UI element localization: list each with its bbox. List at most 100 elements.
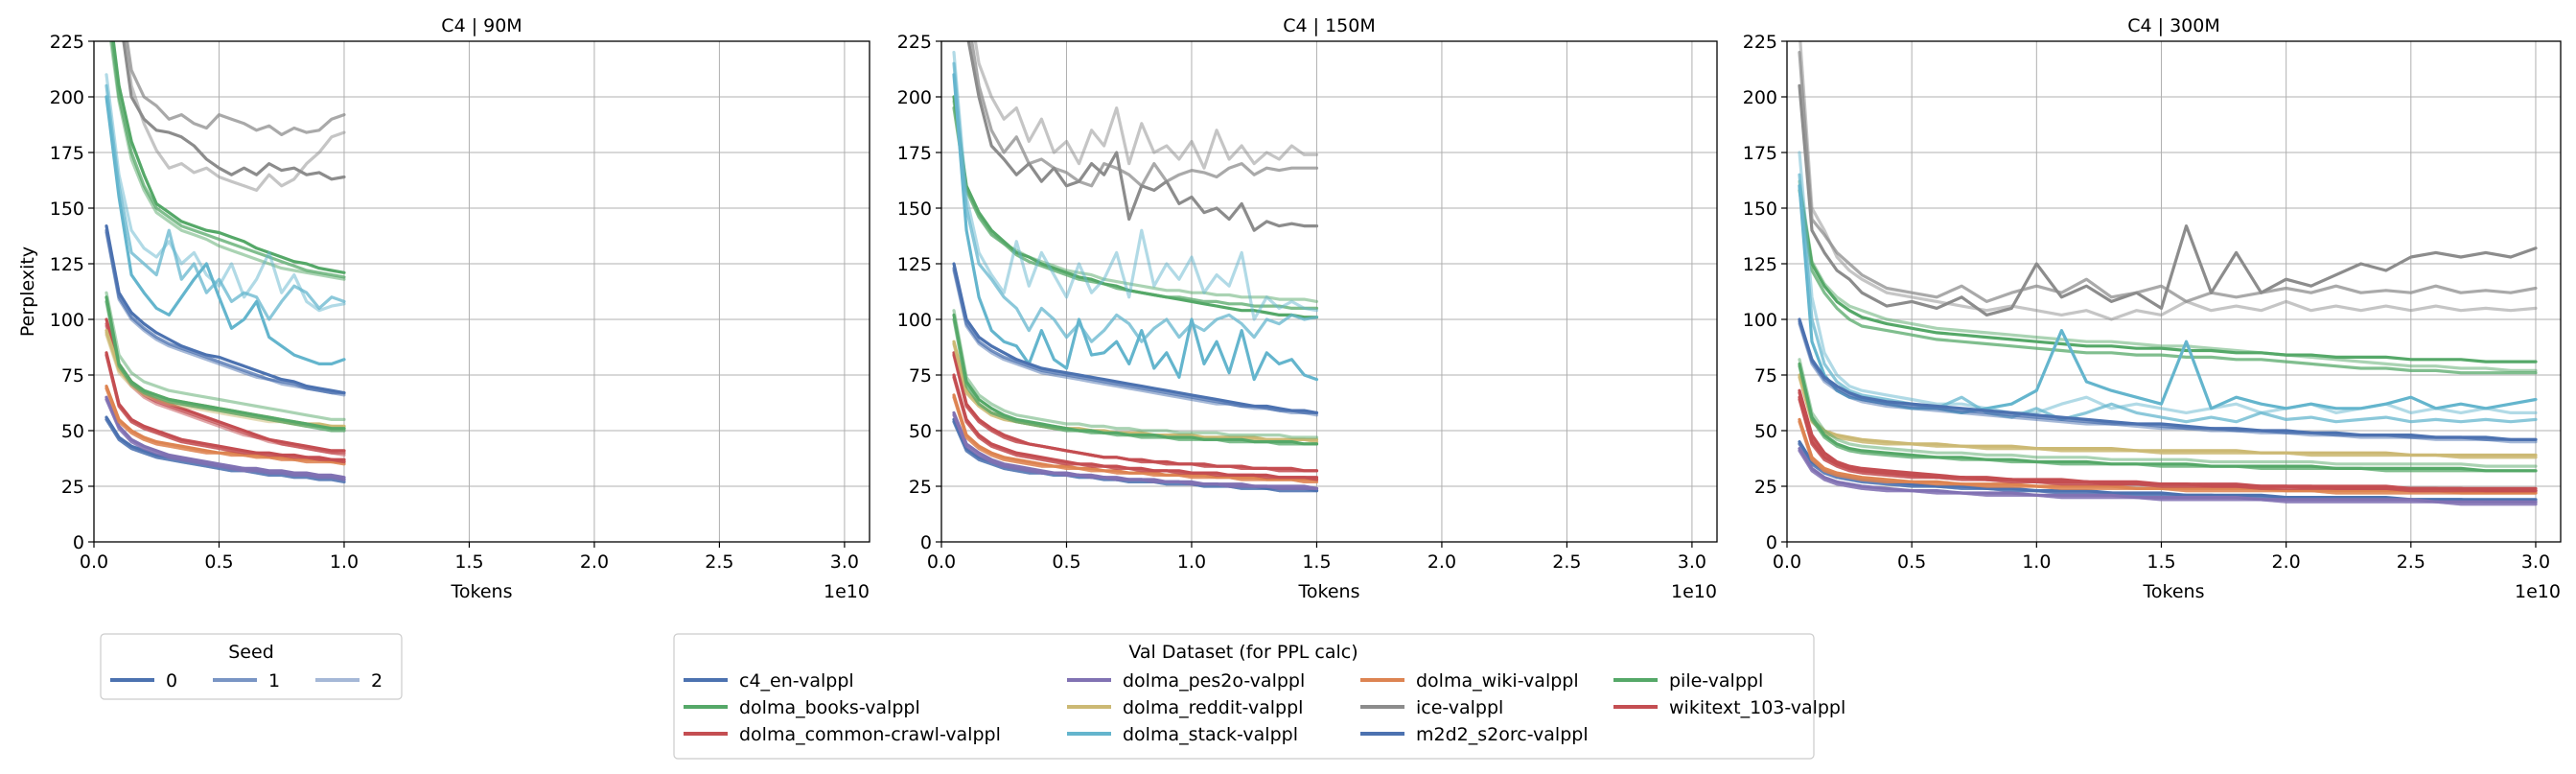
series-line-ice-valppl-seed-0: [122, 41, 346, 181]
series-line-dolma_stack-valppl-seed-0: [104, 95, 346, 365]
x-tick-label: 1.0: [2022, 551, 2051, 573]
legend-label: wikitext_103-valppl: [1669, 697, 1845, 718]
series-line-pile-valppl-seed-2: [104, 291, 346, 421]
x-tick-label: 1.5: [2147, 551, 2175, 573]
x-offset-label: 1e10: [1671, 581, 1717, 602]
x-tick-label: 1.0: [330, 551, 359, 573]
legend-title: Val Dataset (for PPL calc): [1128, 642, 1358, 663]
series-line-wikitext_103-valppl-seed-2: [1798, 397, 2538, 493]
series-line-ice-valppl-seed-2: [1799, 41, 2538, 321]
y-tick-label: 100: [50, 310, 84, 331]
series-line-ice-valppl-seed-0: [966, 41, 1319, 232]
y-tick-label: 75: [61, 365, 84, 387]
y-tick-label: 50: [1754, 421, 1777, 442]
series-line-dolma_stack-valppl-seed-2: [952, 50, 1319, 321]
series-line-ice-valppl-seed-1: [126, 41, 346, 136]
series-line-dolma_common-crawl-valppl-seed-2: [104, 324, 346, 457]
x-tick-label: 2.5: [2397, 551, 2425, 573]
series-line-wikitext_103-valppl-seed-2: [952, 375, 1319, 481]
legend-label: 2: [371, 670, 383, 692]
series-line-dolma_stack-valppl-seed-1: [1798, 173, 2538, 424]
legend-frame: [100, 633, 403, 700]
series-line-ice-valppl-seed-1: [1798, 50, 2538, 303]
plot-frame: [1786, 40, 2562, 543]
y-tick-label: 175: [1743, 143, 1777, 164]
series-line-dolma_stack-valppl-seed-0: [952, 73, 1319, 382]
y-tick-label: 150: [50, 199, 84, 220]
series-line-ice-valppl-seed-2: [973, 41, 1319, 170]
y-tick-label: 125: [50, 254, 84, 275]
y-tick-label: 150: [897, 199, 932, 220]
chart-title: C4 | 90M: [441, 15, 522, 36]
series-line-pile-valppl-seed-1: [1798, 364, 2538, 473]
x-axis-label: Tokens: [1298, 581, 1360, 602]
legend-label: c4_en-valppl: [739, 670, 854, 692]
series-line-dolma_pes2o-valppl-seed-0: [104, 395, 346, 480]
series-line-dolma_common-crawl-valppl-seed-2: [952, 353, 1319, 473]
y-tick-label: 175: [897, 143, 932, 164]
x-tick-label: 0.0: [80, 551, 108, 573]
y-tick-label: 100: [897, 310, 932, 331]
series-line-dolma_stack-valppl-seed-2: [1798, 151, 2538, 414]
series-line-m2d2_s2orc-valppl-seed-2: [952, 269, 1319, 417]
series-line-m2d2_s2orc-valppl-seed-1: [952, 267, 1319, 414]
x-tick-label: 3.0: [1678, 551, 1706, 573]
y-tick-label: 100: [1743, 310, 1777, 331]
y-tick-label: 225: [897, 32, 932, 53]
x-axis-label: Tokens: [451, 581, 513, 602]
series-line-dolma_stack-valppl-seed-0: [1798, 184, 2538, 414]
y-tick-label: 25: [909, 477, 932, 498]
series-line-dolma_stack-valppl-seed-2: [104, 73, 346, 313]
series-line-ice-valppl-seed-1: [970, 41, 1319, 188]
series-line-dolma_reddit-valppl-seed-2: [1798, 375, 2538, 459]
series-line-dolma_books-valppl-seed-2: [1798, 179, 2538, 372]
x-tick-label: 1.0: [1177, 551, 1206, 573]
legend-label: pile-valppl: [1669, 670, 1763, 692]
legend-label: 0: [166, 670, 177, 692]
series-line-ice-valppl-seed-2: [123, 41, 346, 192]
series-line-dolma_books-valppl-seed-0: [111, 41, 346, 274]
series-line-dolma_stack-valppl-seed-1: [952, 61, 1319, 343]
series-line-dolma_pes2o-valppl-seed-2: [952, 413, 1319, 490]
x-tick-label: 0.0: [1773, 551, 1801, 573]
x-axis-label: Tokens: [2143, 581, 2205, 602]
x-tick-label: 0.5: [204, 551, 233, 573]
y-tick-label: 25: [1754, 477, 1777, 498]
legend-frame: [673, 633, 1815, 760]
legend-title: Seed: [228, 642, 274, 663]
x-tick-label: 2.0: [2272, 551, 2301, 573]
series-line-pile-valppl-seed-2: [952, 309, 1319, 439]
y-tick-label: 0: [1766, 532, 1777, 553]
x-tick-label: 1.5: [1302, 551, 1331, 573]
y-tick-label: 225: [50, 32, 84, 53]
chart-panel-2: 0.0 0.5 1.0 1.5 2.0 2.5 3.0 0 25 50 75 100 125 150 175…: [897, 15, 1718, 602]
series-line-pile-valppl-seed-1: [104, 299, 346, 433]
legend-label: dolma_books-valppl: [739, 697, 920, 718]
x-offset-label: 1e10: [2515, 581, 2561, 602]
legend-seed: Seed 0 1 2: [100, 633, 403, 700]
y-tick-label: 50: [909, 421, 932, 442]
series-line-pile-valppl-seed-0: [104, 295, 346, 431]
series-line-pile-valppl-seed-1: [952, 317, 1319, 446]
legend-label: dolma_pes2o-valppl: [1123, 670, 1305, 692]
legend-label: ice-valppl: [1416, 697, 1503, 718]
series-line-m2d2_s2orc-valppl-seed-0: [104, 224, 346, 395]
plot-frame: [93, 40, 870, 543]
series-line-dolma_wiki-valppl-seed-2: [104, 387, 346, 466]
x-tick-label: 1.5: [454, 551, 483, 573]
series-line-pile-valppl-seed-2: [1798, 358, 2538, 468]
x-tick-label: 0.5: [1897, 551, 1926, 573]
chart-panel-1: 0.0 0.5 1.0 1.5 2.0 2.5 3.0 0 25 50 75 100 125 150 175…: [17, 15, 870, 602]
series-line-c4_en-valppl-seed-2: [104, 417, 346, 483]
series-line-dolma_books-valppl-seed-1: [1798, 188, 2538, 375]
legend-dataset: Val Dataset (for PPL calc)c4_en-valppldo…: [673, 633, 1845, 760]
series-line-c4_en-valppl-seed-2: [952, 420, 1319, 493]
y-tick-label: 200: [50, 87, 84, 108]
y-tick-label: 225: [1743, 32, 1777, 53]
legend-label: m2d2_s2orc-valppl: [1416, 724, 1589, 745]
series-line-dolma_books-valppl-seed-2: [109, 41, 346, 281]
legend-label: dolma_common-crawl-valppl: [739, 724, 1001, 745]
series-line-dolma_stack-valppl-seed-1: [104, 83, 346, 321]
series-line-dolma_pes2o-valppl-seed-2: [104, 397, 346, 481]
